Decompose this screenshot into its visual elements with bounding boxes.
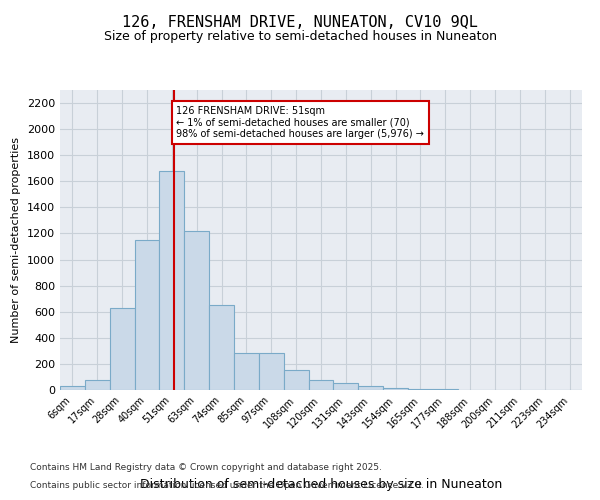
- Text: Contains public sector information licensed under the Open Government Licence v3: Contains public sector information licen…: [30, 481, 424, 490]
- Bar: [308, 380, 334, 390]
- Bar: [85, 380, 110, 390]
- Text: Size of property relative to semi-detached houses in Nuneaton: Size of property relative to semi-detach…: [104, 30, 497, 43]
- Text: 126, FRENSHAM DRIVE, NUNEATON, CV10 9QL: 126, FRENSHAM DRIVE, NUNEATON, CV10 9QL: [122, 15, 478, 30]
- X-axis label: Distribution of semi-detached houses by size in Nuneaton: Distribution of semi-detached houses by …: [140, 478, 502, 492]
- Bar: [284, 370, 308, 390]
- Bar: [209, 305, 234, 390]
- Y-axis label: Number of semi-detached properties: Number of semi-detached properties: [11, 137, 22, 343]
- Bar: [408, 388, 433, 390]
- Bar: [60, 386, 85, 390]
- Bar: [383, 388, 408, 390]
- Bar: [234, 354, 259, 390]
- Text: Contains HM Land Registry data © Crown copyright and database right 2025.: Contains HM Land Registry data © Crown c…: [30, 464, 382, 472]
- Bar: [134, 240, 160, 390]
- Bar: [358, 386, 383, 390]
- Bar: [184, 231, 209, 390]
- Bar: [334, 384, 358, 390]
- Bar: [160, 171, 184, 390]
- Bar: [110, 308, 134, 390]
- Bar: [259, 354, 284, 390]
- Text: 126 FRENSHAM DRIVE: 51sqm
← 1% of semi-detached houses are smaller (70)
98% of s: 126 FRENSHAM DRIVE: 51sqm ← 1% of semi-d…: [176, 106, 424, 139]
